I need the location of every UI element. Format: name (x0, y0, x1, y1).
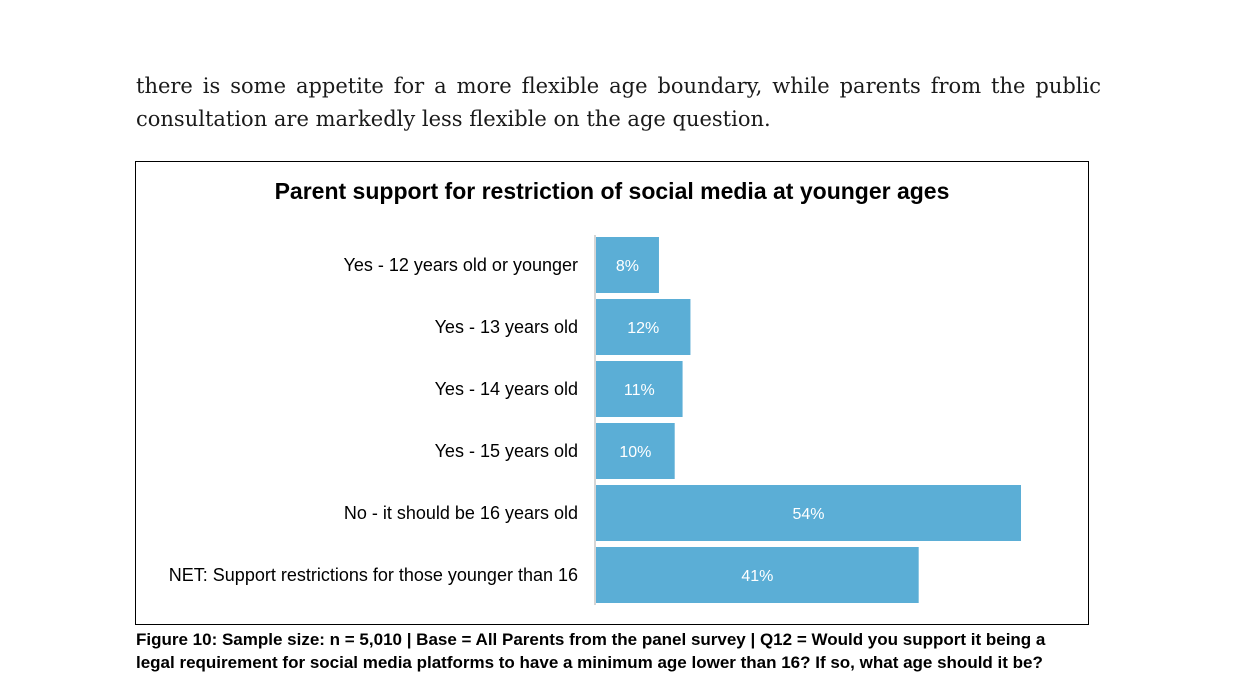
body-paragraph-line-1: there is some appetite for a more flexib… (136, 74, 1101, 98)
category-label: Yes - 13 years old (435, 317, 578, 337)
category-label: Yes - 12 years old or younger (344, 255, 578, 275)
figure-caption: Figure 10: Sample size: n = 5,010 | Base… (136, 628, 1116, 674)
chart-frame: Parent support for restriction of social… (135, 161, 1089, 625)
chart-title: Parent support for restriction of social… (274, 178, 950, 204)
value-label: 10% (619, 444, 651, 461)
category-label: Yes - 15 years old (435, 441, 578, 461)
bar (596, 299, 691, 355)
value-label: 8% (616, 258, 639, 275)
value-label: 12% (627, 320, 659, 337)
bar (596, 485, 1021, 541)
bar (596, 237, 659, 293)
bar (596, 547, 919, 603)
category-label: NET: Support restrictions for those youn… (169, 565, 578, 585)
category-label: No - it should be 16 years old (344, 503, 578, 523)
value-label: 41% (741, 568, 773, 585)
figure-caption-line-2: legal requirement for social media platf… (136, 653, 1043, 672)
body-paragraph: there is some appetite for a more flexib… (136, 70, 1101, 136)
figure-caption-line-1: Figure 10: Sample size: n = 5,010 | Base… (136, 630, 1046, 649)
value-label: 11% (624, 382, 655, 399)
bar (596, 361, 683, 417)
body-paragraph-line-2: consultation are markedly less flexible … (136, 107, 771, 131)
bar (596, 423, 675, 479)
value-label: 54% (792, 506, 824, 523)
bar-chart: Yes - 12 years old or younger 8% Yes - 13 … (169, 235, 1021, 605)
category-label: Yes - 14 years old (435, 379, 578, 399)
